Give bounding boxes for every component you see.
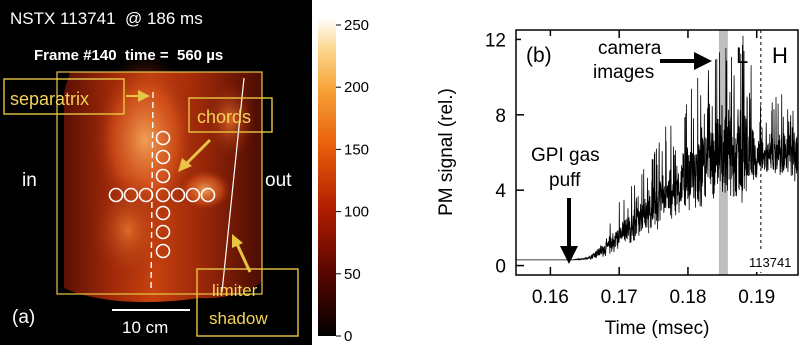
plot-frame — [515, 29, 799, 276]
image-frame — [56, 71, 263, 295]
h-mode-label: H — [772, 43, 788, 68]
shot-number-label: 113741 — [749, 255, 791, 270]
colorbar-tick-label: 50 — [344, 266, 361, 283]
chord-circle — [185, 187, 201, 203]
limiter-shadow-line — [221, 77, 245, 293]
chord-circle — [155, 187, 171, 203]
colorbar-tick-label: 150 — [344, 141, 369, 158]
plasma-emission — [64, 55, 262, 303]
camera-images-label-2: images — [593, 62, 654, 83]
gas-puff-arrow — [560, 198, 578, 264]
x-axis-label: Time (msec) — [605, 318, 710, 339]
panel-a-label: (a) — [12, 307, 35, 328]
chords-label: chords — [197, 107, 251, 127]
l-mode-label: L — [736, 43, 748, 68]
chord-circle — [138, 187, 154, 203]
camera-panel: NSTX 113741 @ 186 ms Frame #140 time = 5… — [0, 0, 312, 345]
y-axis-label: PM signal (rel.) — [436, 88, 457, 216]
chord-circle — [155, 205, 171, 221]
chord-circle — [155, 168, 171, 184]
chord-circle — [200, 187, 216, 203]
x-tick-label: 0.18 — [669, 287, 706, 308]
chord-circle — [155, 243, 171, 259]
separatrix-annotation: separatrix — [3, 78, 150, 115]
separatrix-label: separatrix — [10, 89, 89, 109]
shot-label-bg — [745, 252, 797, 272]
x-tick-label: 0.19 — [738, 287, 775, 308]
limiter-label: limiter — [212, 281, 258, 300]
panel-b-label: (b) — [526, 44, 552, 67]
chord-circles — [108, 130, 216, 259]
gpi-label-1: GPI gas — [531, 145, 600, 166]
colorbar-tick-label: 0 — [344, 328, 352, 345]
colorbar-tick-label: 200 — [344, 79, 369, 96]
chord-circle — [155, 130, 171, 146]
y-tick-label: 12 — [485, 30, 506, 51]
colorbar: 250 200 150 100 50 0 — [318, 17, 369, 345]
chord-circle — [155, 224, 171, 240]
camera-arrow — [660, 52, 712, 70]
panel-b-label-bg — [521, 36, 577, 66]
pm-signal-trace — [516, 35, 799, 261]
x-tick-label: 0.17 — [601, 287, 638, 308]
colorbar-gradient — [318, 18, 336, 336]
colorbar-tick-label: 250 — [344, 17, 369, 34]
chord-circle — [123, 187, 139, 203]
in-label: in — [22, 170, 37, 191]
limiter-shadow-annotation: limiter shadow — [196, 234, 299, 337]
chord-circle — [170, 187, 186, 203]
colorbar-tick-label: 100 — [344, 204, 369, 221]
frame-subtitle: Frame #140 time = 560 µs — [34, 47, 223, 64]
camera-title: NSTX 113741 @ 186 ms — [10, 9, 203, 28]
y-tick-label: 0 — [495, 257, 506, 278]
chord-circle — [108, 187, 124, 203]
camera-images-label-1: camera — [598, 38, 662, 59]
chords-annotation: chords — [178, 97, 273, 172]
y-tick-label: 8 — [495, 106, 506, 127]
gpi-label-2: puff — [549, 170, 581, 191]
chord-circle — [155, 149, 171, 165]
shadow-label: shadow — [209, 309, 268, 328]
scale-bar-label: 10 cm — [122, 318, 168, 337]
out-label: out — [265, 170, 292, 191]
y-tick-label: 4 — [495, 181, 506, 202]
x-tick-label: 0.16 — [532, 287, 569, 308]
